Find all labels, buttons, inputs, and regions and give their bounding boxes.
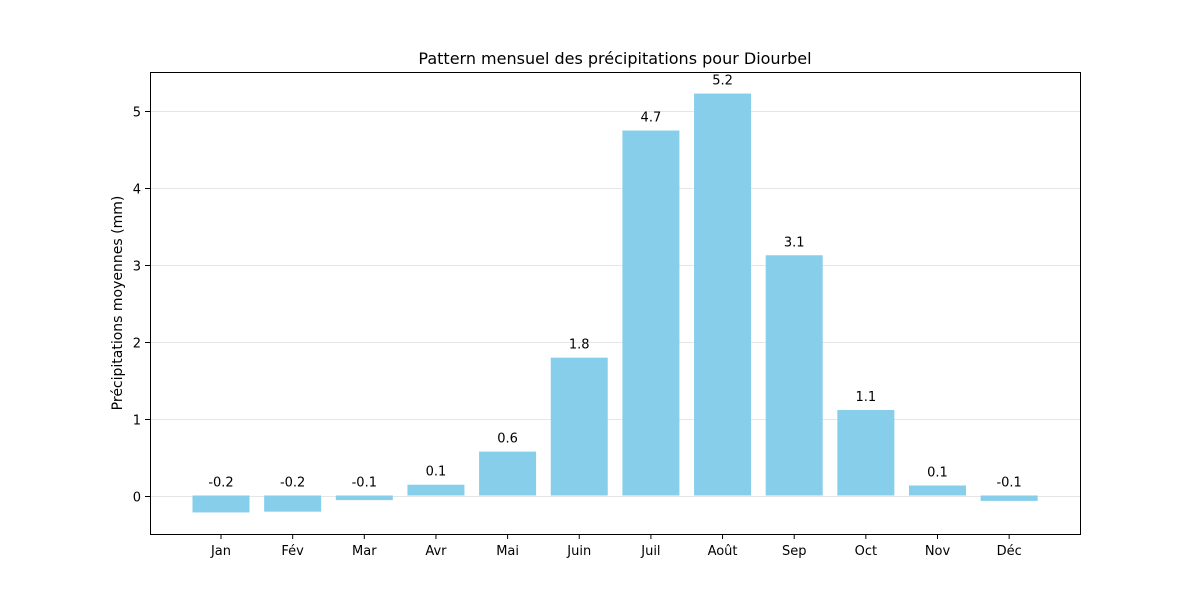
- bar: [622, 130, 680, 496]
- x-tick-label: Juin: [566, 544, 591, 559]
- y-tick-label: 2: [133, 337, 141, 352]
- data-label: 0.1: [927, 465, 948, 480]
- bars: [192, 93, 1038, 513]
- y-tick-label: 5: [133, 106, 141, 121]
- x-tick-label: Mai: [496, 544, 519, 559]
- x-ticks: Jan Fév Mar Avr Mai Juin Juil Août Sep Oct Nov Déc: [210, 534, 1022, 559]
- data-label: 3.1: [784, 235, 805, 250]
- bar: [694, 93, 752, 496]
- x-tick-label: Jan: [210, 544, 231, 559]
- data-label: -0.1: [996, 476, 1021, 491]
- data-label: -0.2: [280, 476, 305, 491]
- chart-title: Pattern mensuel des précipitations pour …: [418, 49, 811, 68]
- data-label: 1.1: [856, 390, 877, 405]
- x-tick-label: Mar: [352, 544, 377, 559]
- data-label: 0.6: [497, 432, 518, 447]
- bar: [550, 357, 608, 496]
- data-label: -0.1: [352, 476, 377, 491]
- y-tick-label: 0: [133, 491, 141, 506]
- bar: [479, 451, 537, 496]
- data-label: -0.2: [208, 476, 233, 491]
- bar: [192, 495, 250, 513]
- bar: [264, 495, 322, 512]
- grid-lines: [150, 111, 1080, 497]
- y-tick-label: 1: [133, 414, 141, 429]
- x-tick-label: Août: [708, 544, 738, 559]
- x-tick-label: Oct: [855, 544, 877, 559]
- x-tick-label: Déc: [997, 544, 1022, 559]
- data-label: 0.1: [426, 465, 447, 480]
- data-labels: -0.2 -0.2 -0.1 0.1 0.6 1.8 4.7 5.2 3.1 1.1 0.1 -0.1: [208, 74, 1022, 491]
- y-tick-label: 4: [133, 183, 141, 198]
- x-tick-label: Avr: [425, 544, 447, 559]
- bar: [765, 255, 823, 496]
- x-tick-label: Fév: [281, 544, 304, 559]
- y-axis-title: Précipitations moyennes (mm): [110, 196, 126, 411]
- bar: [837, 410, 895, 496]
- y-ticks: 0 1 2 3 4 5: [133, 106, 150, 506]
- bar: [909, 485, 966, 496]
- data-label: 5.2: [712, 74, 733, 89]
- data-label: 1.8: [569, 338, 590, 353]
- data-label: 4.7: [641, 111, 662, 126]
- bar: [407, 484, 465, 496]
- x-tick-label: Juil: [640, 544, 660, 559]
- x-tick-label: Nov: [925, 544, 951, 559]
- plot-frame: [150, 72, 1081, 535]
- y-tick-label: 3: [133, 260, 141, 275]
- x-tick-label: Sep: [782, 544, 807, 559]
- bar: [980, 495, 1038, 501]
- bar: [335, 495, 393, 501]
